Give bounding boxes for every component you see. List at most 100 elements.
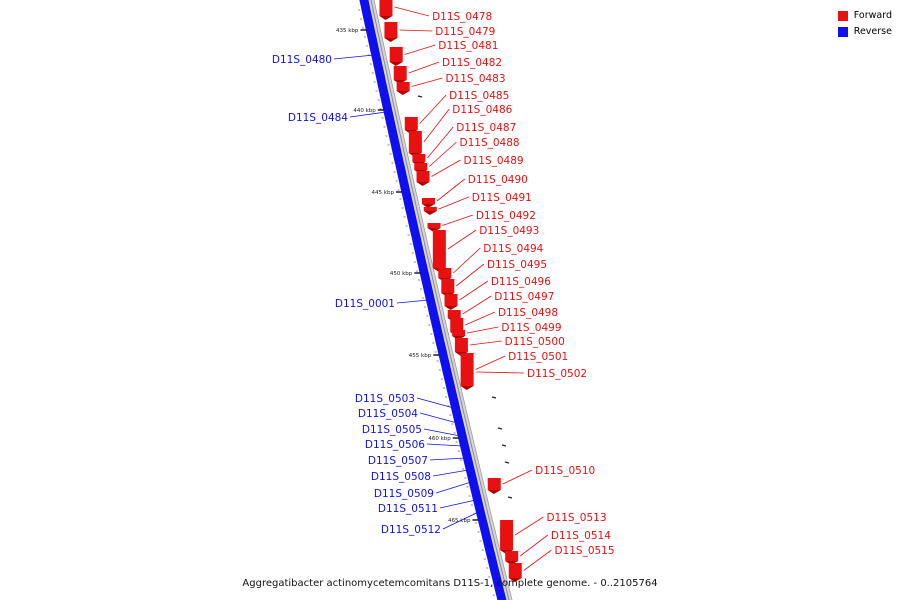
forward-leader <box>394 6 430 17</box>
forward-gene-arrow <box>389 62 403 66</box>
forward-gene-label: D11S_0495 <box>487 259 547 271</box>
reverse-leader <box>432 469 469 477</box>
legend-reverse: Reverse <box>837 24 892 40</box>
forward-gene-arrow <box>416 182 430 186</box>
forward-gene-arrow <box>384 38 398 42</box>
forward-leader <box>404 44 436 55</box>
forward-gene <box>447 310 461 318</box>
reverse-leader <box>419 412 458 424</box>
gene-highlight <box>512 519 517 523</box>
forward-gene <box>414 163 428 170</box>
reverse-leader <box>396 299 429 304</box>
forward-gene <box>438 268 452 278</box>
forward-gene <box>408 131 422 153</box>
forward-gene-label: D11S_0496 <box>491 276 551 288</box>
map-caption: Aggregatibacter actinomycetemcomitans D1… <box>242 578 658 589</box>
legend-forward-label: Forward <box>853 10 892 21</box>
reverse-leader <box>349 111 387 118</box>
forward-gene <box>460 353 474 386</box>
reverse-leader <box>423 428 461 437</box>
legend-forward: Forward <box>837 8 892 24</box>
forward-leader <box>476 371 525 374</box>
gene-highlight <box>425 153 429 157</box>
forward-gene-label: D11S_0483 <box>445 73 505 85</box>
tick-label: 460 kbp <box>428 436 451 442</box>
reverse-gene-label: D11S_0508 <box>371 471 431 483</box>
forward-gene-label: D11S_0481 <box>438 40 498 52</box>
forward-leader <box>408 61 440 74</box>
reverse-leader <box>333 54 374 60</box>
feature-dash <box>501 444 507 447</box>
forward-gene-arrow <box>379 16 393 20</box>
forward-gene-label: D11S_0498 <box>498 307 558 319</box>
forward-gene <box>389 47 403 62</box>
forward-gene-label: D11S_0500 <box>505 336 565 348</box>
gene-labels: D11S_0478 D11S_0479 D11S_0481 D11S_0482 D11S… <box>272 6 615 571</box>
gene-highlight <box>429 170 433 174</box>
reverse-gene-label: D11S_0001 <box>335 298 395 310</box>
gene-highlight <box>457 293 461 297</box>
forward-leader <box>456 263 485 287</box>
gene-highlight <box>402 46 406 50</box>
forward-gene-label: D11S_0501 <box>508 351 568 363</box>
gene-highlight <box>440 222 444 226</box>
forward-gene-label: D11S_0482 <box>442 57 502 69</box>
gene-highlight <box>521 562 526 566</box>
forward-leader <box>399 29 433 32</box>
gene-highlight <box>397 21 401 25</box>
forward-gene-arrow <box>444 306 458 310</box>
gene-highlight <box>473 352 477 356</box>
forward-gene-label: D11S_0485 <box>449 90 509 102</box>
reverse-gene-label: D11S_0509 <box>374 488 434 500</box>
forward-leader <box>431 159 461 177</box>
gene-highlight <box>421 130 426 134</box>
tick-label: 435 kbp <box>336 28 359 34</box>
forward-gene-arrow <box>508 578 522 582</box>
legend: Forward Reverse <box>837 8 892 40</box>
reverse-gene-label: D11S_0480 <box>272 54 332 66</box>
forward-gene-arrow <box>396 91 410 95</box>
forward-gene <box>384 22 398 38</box>
gene-highlight <box>460 309 465 313</box>
forward-leader <box>523 549 552 571</box>
forward-gene <box>416 171 430 182</box>
forward-gene <box>452 330 466 336</box>
forward-gene <box>379 0 393 16</box>
reverse-gene-label: D11S_0507 <box>368 455 428 467</box>
reverse-gene-label: D11S_0505 <box>362 424 422 436</box>
gene-highlight <box>517 550 522 554</box>
forward-leader <box>419 94 447 124</box>
feature-dash <box>497 427 503 430</box>
legend-reverse-label: Reverse <box>853 26 892 37</box>
reverse-gene-label: D11S_0511 <box>378 503 438 515</box>
gene-highlight <box>434 197 439 201</box>
forward-gene <box>505 551 519 561</box>
reverse-gene-label: D11S_0506 <box>365 439 425 451</box>
forward-leader <box>442 214 473 226</box>
tick-label: 450 kbp <box>390 271 413 277</box>
forward-leader <box>429 141 457 167</box>
forward-gene-label: D11S_0488 <box>460 137 520 149</box>
reverse-gene-label: D11S_0504 <box>358 408 418 420</box>
gene-highlight <box>467 337 472 341</box>
gene-highlight <box>451 267 455 271</box>
forward-leader <box>459 280 489 301</box>
forward-gene-arrow <box>422 204 436 208</box>
forward-gene-label: D11S_0513 <box>546 512 606 524</box>
feature-dash <box>417 95 423 98</box>
forward-gene <box>500 520 514 550</box>
gene-highlight <box>409 81 413 85</box>
reverse-leader <box>439 499 476 509</box>
gene-highlight <box>462 317 467 321</box>
forward-gene <box>412 154 426 162</box>
forward-gene <box>423 207 437 211</box>
reverse-leader <box>435 481 472 494</box>
forward-leader <box>436 178 465 202</box>
forward-gene <box>487 478 501 490</box>
tick-label: 440 kbp <box>353 108 376 114</box>
gene-highlight <box>445 229 450 233</box>
forward-gene-arrow <box>460 386 474 390</box>
gene-features <box>379 0 526 582</box>
forward-gene-label: D11S_0497 <box>494 291 554 303</box>
